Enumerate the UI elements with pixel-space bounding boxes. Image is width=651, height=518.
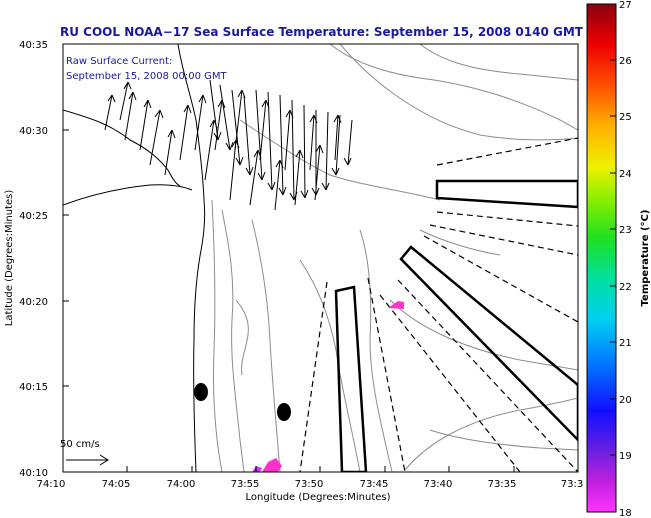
- y-tick-labels: 40:35 40:30 40:25 40:20 40:15 40:10: [19, 40, 48, 479]
- colorbar-ticks: [610, 59, 616, 456]
- buoy-marker: [277, 403, 291, 421]
- x-tick-label: 73:45: [360, 479, 389, 490]
- surface-current-vectors: [104, 79, 353, 211]
- x-tick-label: 73:55: [231, 479, 260, 490]
- coastline-bay: [63, 109, 181, 187]
- scale-arrow-icon: [66, 454, 109, 466]
- x-tick-label: 74:05: [102, 479, 131, 490]
- x-tick-label: 73:40: [424, 479, 453, 490]
- x-tick-label: 73:35: [488, 479, 517, 490]
- x-tick-label: 74:10: [37, 479, 66, 490]
- channel-box-sandy-hook: [399, 245, 578, 442]
- x-tick-label: 73:3: [561, 479, 583, 490]
- colorbar-tick-label: 24: [619, 169, 632, 180]
- sst-pixel: [252, 466, 262, 472]
- colorbar-tick-label: 18: [619, 508, 632, 518]
- colorbar-tick-label: 19: [619, 451, 632, 462]
- colorbar-tick-label: 23: [619, 225, 632, 236]
- colorbar-tick-label: 27: [619, 0, 632, 11]
- colorbar-tick-label: 22: [619, 282, 632, 293]
- y-tick-label: 40:20: [19, 297, 48, 308]
- x-tick-label: 74:00: [167, 479, 196, 490]
- colorbar-label: Temperature (°C): [640, 210, 651, 307]
- sst-pixel: [262, 458, 282, 472]
- current-annotation-line2: September 15, 2008 00:00 GMT: [66, 71, 228, 82]
- channel-boxes: [334, 179, 578, 472]
- buoy-marker: [194, 383, 208, 401]
- map-title: RU COOL NOAA−17 Sea Surface Temperature:…: [60, 25, 584, 39]
- x-axis-label: Longitude (Degrees:Minutes): [245, 492, 390, 503]
- colorbar-tick-label: 20: [619, 395, 632, 406]
- axis-ticks: [62, 43, 515, 473]
- y-tick-label: 40:10: [19, 468, 48, 479]
- isobath-contours: [211, 44, 578, 472]
- sst-pixel: [388, 301, 404, 309]
- scale-label: 50 cm/s: [60, 439, 100, 450]
- coastline-sandy-hook: [63, 184, 193, 206]
- coastline: [177, 44, 206, 472]
- colorbar: 27 26 25 24 23 22 21 20 19 18 Temperatur…: [586, 0, 651, 518]
- channel-box-ambrose: [435, 179, 578, 209]
- x-tick-labels: 74:10 74:05 74:00 73:55 73:50 73:45 73:4…: [37, 479, 584, 490]
- colorbar-gradient: [586, 3, 617, 513]
- plot-area: Raw Surface Current: September 15, 2008 …: [60, 43, 579, 473]
- land-background: [63, 44, 578, 472]
- y-axis-label: Latitude (Degrees:Minutes): [4, 190, 15, 327]
- channel-box-south: [334, 285, 368, 472]
- y-tick-label: 40:30: [19, 126, 48, 137]
- current-annotation-line1: Raw Surface Current:: [66, 56, 172, 67]
- y-tick-label: 40:35: [19, 40, 48, 51]
- x-tick-label: 73:50: [295, 479, 324, 490]
- y-tick-label: 40:25: [19, 211, 48, 222]
- colorbar-tick-label: 21: [619, 338, 632, 349]
- colorbar-tick-label: 25: [619, 112, 632, 123]
- y-tick-label: 40:15: [19, 382, 48, 393]
- colorbar-tick-label: 26: [619, 56, 632, 67]
- dashed-lanes: [299, 137, 578, 472]
